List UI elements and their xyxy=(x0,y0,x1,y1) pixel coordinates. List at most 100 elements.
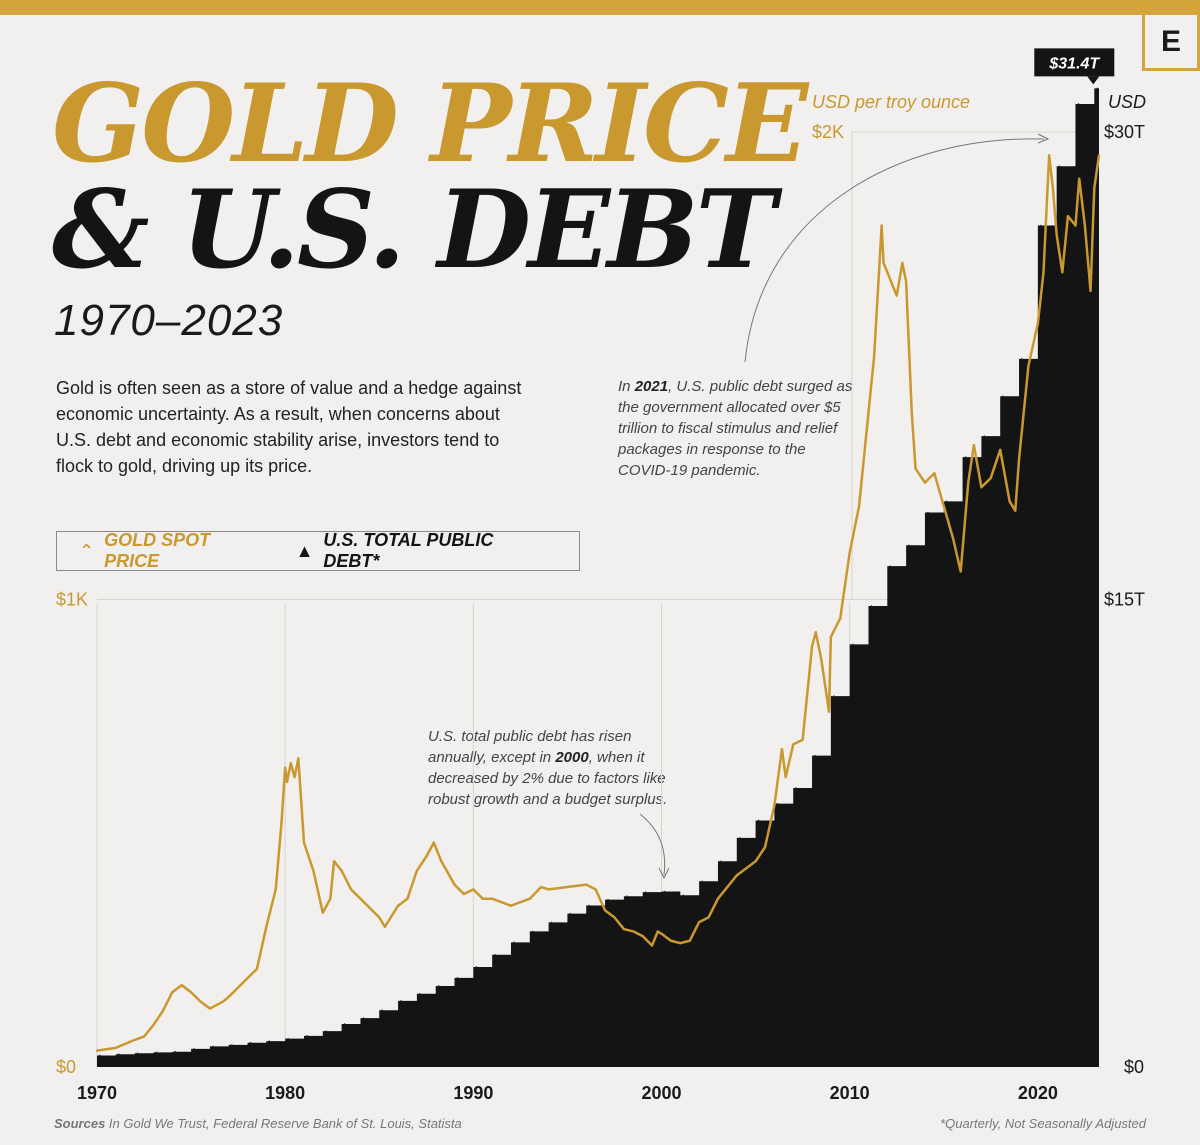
subtitle: 1970–2023 xyxy=(54,296,284,345)
debt-point xyxy=(362,1017,365,1019)
debt-point xyxy=(494,954,496,956)
debt-point xyxy=(908,544,910,547)
x-axis-tick: 2010 xyxy=(830,1083,870,1103)
gold-point xyxy=(1061,271,1064,274)
debt-axis-unit: USD xyxy=(1108,92,1147,112)
gold-point xyxy=(349,888,353,891)
debt-point xyxy=(174,1050,177,1053)
arrow-head-icon xyxy=(1037,133,1050,144)
debt-point xyxy=(437,985,440,987)
gold-point xyxy=(735,874,738,877)
gold-point xyxy=(528,897,531,900)
debt-point xyxy=(513,941,515,944)
gold-point xyxy=(302,841,306,844)
gold-point xyxy=(180,984,183,987)
gold-point xyxy=(1083,224,1086,227)
gold-axis-tick: $2K xyxy=(812,122,844,142)
gold-point xyxy=(784,776,787,779)
gold-point xyxy=(959,570,962,573)
title-line-2: & U.S. DEBT xyxy=(52,167,776,293)
gold-point xyxy=(265,925,268,928)
gold-point xyxy=(171,991,174,994)
debt-point xyxy=(795,787,798,789)
debt-point xyxy=(851,643,854,646)
gold-point xyxy=(440,860,443,863)
debt-point xyxy=(889,565,892,567)
gold-points xyxy=(95,154,1101,1052)
debt-point xyxy=(927,511,929,514)
gold-point xyxy=(383,925,386,928)
debt-point xyxy=(268,1040,271,1042)
gold-point xyxy=(1051,187,1054,190)
top-accent-bar xyxy=(0,0,1200,15)
gold-point xyxy=(660,932,663,935)
callout-box xyxy=(1034,48,1115,77)
gold-point xyxy=(566,885,569,889)
arrow-head-icon xyxy=(658,867,670,880)
annotation-2021-text: , U.S. public debt surged as the governm… xyxy=(618,378,853,479)
footnote: *Quarterly, Not Seasonally Adjusted xyxy=(940,1116,1146,1131)
gold-point xyxy=(432,841,435,844)
debt-axis-tick: $15T xyxy=(1104,590,1145,610)
x-axis-tick: 1970 xyxy=(77,1083,117,1103)
x-axis-tick: 1980 xyxy=(265,1083,305,1103)
debt-point xyxy=(419,992,421,995)
debt-point xyxy=(945,500,948,503)
legend-item-gold: ⌃ GOLD SPOT PRICE xyxy=(79,530,268,572)
gold-point xyxy=(332,860,336,863)
gold-point xyxy=(329,897,332,900)
gold-point xyxy=(848,551,851,554)
gold-point xyxy=(1036,322,1039,325)
gold-point xyxy=(227,995,230,998)
gold-point xyxy=(293,776,296,779)
debt-point xyxy=(306,1035,308,1037)
gold-point xyxy=(297,757,300,760)
gold-point xyxy=(1017,458,1021,461)
debt-axis-tick: $0 xyxy=(1124,1057,1144,1077)
annotation-2000-text: , when it decreased by 2% due to factors… xyxy=(428,749,668,808)
gold-point xyxy=(285,780,289,783)
gold-point xyxy=(910,411,913,414)
gold-point xyxy=(221,1000,225,1003)
debt-point xyxy=(1058,165,1061,168)
gold-point xyxy=(967,481,970,484)
gold-point xyxy=(952,537,955,540)
title-line-1: GOLD PRICE xyxy=(52,61,808,187)
gold-point xyxy=(873,355,876,358)
gold-point xyxy=(274,888,277,891)
gold-point xyxy=(923,481,927,484)
gold-point xyxy=(901,261,904,264)
gold-point xyxy=(754,860,757,863)
gold-point xyxy=(491,897,494,900)
gold-point xyxy=(1066,215,1070,218)
gold-point xyxy=(199,1000,202,1003)
gold-point xyxy=(773,804,776,807)
debt-point xyxy=(833,695,835,697)
debt-point xyxy=(155,1051,158,1054)
debt-point xyxy=(475,966,478,968)
gold-point xyxy=(1074,224,1077,227)
x-axis-tick: 2000 xyxy=(641,1083,681,1103)
gold-point xyxy=(246,977,249,980)
annotation-2000-year: 2000 xyxy=(555,749,589,766)
gold-point xyxy=(780,748,784,751)
debt-point xyxy=(343,1023,346,1025)
gold-point xyxy=(613,916,616,919)
gold-point xyxy=(585,883,588,886)
gold-point xyxy=(1014,509,1017,512)
gold-point xyxy=(340,869,343,872)
gold-point xyxy=(989,476,992,480)
debt-axis-tick: $30T xyxy=(1104,122,1145,142)
gold-point xyxy=(688,939,691,942)
gold-point xyxy=(396,904,400,907)
legend: ⌃ GOLD SPOT PRICE ▲ U.S. TOTAL PUBLIC DE… xyxy=(56,530,580,572)
gold-point xyxy=(763,846,767,849)
gold-point xyxy=(814,631,817,634)
brand-logo: E xyxy=(1142,15,1200,71)
annotation-2000-arrow xyxy=(639,813,666,876)
debt-point xyxy=(757,819,760,822)
gold-point xyxy=(905,280,908,283)
debt-point xyxy=(870,605,873,607)
debt-point xyxy=(1040,224,1042,227)
